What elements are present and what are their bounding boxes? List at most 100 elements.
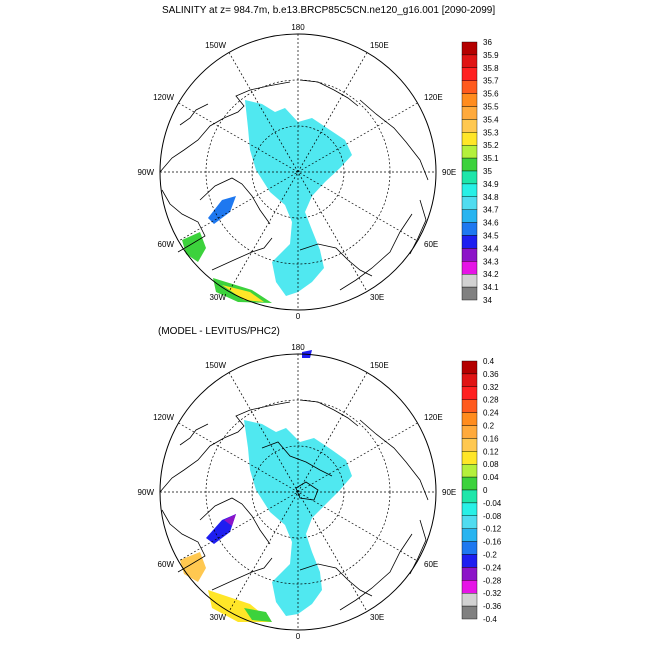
- colorbar-tick-label: 36: [483, 38, 492, 47]
- colorbar-swatch: [461, 209, 478, 223]
- colorbar-swatch: [461, 274, 478, 288]
- lon-label: 120W: [153, 413, 174, 422]
- colorbar-tick-label: -0.08: [483, 512, 502, 521]
- lon-label: 30E: [370, 293, 384, 302]
- colorbar-swatch: [461, 541, 478, 555]
- colorbar-top: 36 35.9 35.8 35.7 35.6 35.5 35.4 35.3 35.2 35.1 35…: [461, 38, 499, 305]
- colorbar-tick-label: 34.1: [483, 283, 499, 292]
- colorbar-tick-label: 0.12: [483, 447, 499, 456]
- colorbar-swatch: [461, 425, 478, 439]
- colorbar-tick-label: 0: [483, 486, 488, 495]
- ocean-field-top: [182, 100, 352, 303]
- colorbar-swatch: [461, 157, 478, 172]
- salinity-region-west: [208, 196, 236, 224]
- colorbar-swatch: [461, 183, 478, 197]
- lon-label: 120E: [424, 413, 443, 422]
- colorbar-swatch: [461, 373, 478, 387]
- colorbar-swatch: [461, 360, 478, 375]
- colorbar-swatch: [461, 399, 478, 413]
- lon-label: 60E: [424, 240, 438, 249]
- lon-label: 30E: [370, 613, 384, 622]
- colorbar-tick-label: 0.36: [483, 370, 499, 379]
- lon-label: 180: [291, 23, 305, 32]
- colorbar-tick-label: 0.28: [483, 396, 499, 405]
- colorbar-swatch: [461, 248, 478, 262]
- colorbar-tick-label: 35.7: [483, 77, 499, 86]
- colorbar-swatch: [461, 132, 478, 146]
- colorbar-tick-label: 34.6: [483, 219, 499, 228]
- colorbar-bottom: 0.4 0.36 0.32 0.28 0.24 0.2 0.16 0.12 0.08 0.04 0 -…: [461, 357, 502, 624]
- colorbar-tick-label: 35.8: [483, 64, 499, 73]
- colorbar-tick-label: -0.04: [483, 499, 502, 508]
- colorbar-swatch: [461, 286, 478, 301]
- lon-label: 180: [291, 343, 305, 352]
- colorbar-swatch: [461, 528, 478, 542]
- colorbar-swatch: [461, 451, 478, 465]
- colorbar-tick-label: -0.24: [483, 563, 502, 572]
- map-panel-bottom: 180 150E 120E 90E 60E 30E 0 30W 60W 90W …: [138, 343, 502, 641]
- lon-label: 150E: [370, 41, 389, 50]
- colorbar-tick-label: 0.04: [483, 473, 499, 482]
- difference-region-south-green: [244, 608, 272, 622]
- lon-label: 120W: [153, 93, 174, 102]
- colorbar-swatch: [461, 54, 478, 69]
- colorbar-swatch: [461, 119, 478, 133]
- colorbar-tick-label: 34.5: [483, 232, 499, 241]
- colorbar-tick-label: 0.24: [483, 409, 499, 418]
- difference-region-southwest: [180, 552, 206, 582]
- colorbar-swatch: [461, 489, 478, 504]
- lon-label: 60E: [424, 560, 438, 569]
- colorbar-tick-label: 35.1: [483, 154, 499, 163]
- salinity-region-central: [245, 100, 352, 296]
- panel-title-bottom: (MODEL - LEVITUS/PHC2): [158, 326, 280, 337]
- lon-label: 0: [296, 312, 301, 321]
- panel-title-top: SALINITY at z= 984.7m, b.e13.BRCP85C5CN.…: [162, 5, 496, 16]
- colorbar-swatch: [461, 464, 478, 478]
- lon-label: 30W: [210, 293, 227, 302]
- map-panel-top: 180 150E 120E 90E 60E 30E 0 30W 60W 90W …: [138, 23, 500, 321]
- lon-label: 60W: [158, 560, 175, 569]
- colorbar-tick-label: 34.9: [483, 180, 499, 189]
- colorbar-tick-label: -0.36: [483, 602, 502, 611]
- lon-label: 0: [296, 632, 301, 641]
- lon-label: 150E: [370, 361, 389, 370]
- colorbar-tick-label: 34.7: [483, 206, 499, 215]
- colorbar-tick-label: 35.2: [483, 141, 499, 150]
- longitude-labels-top: 180 150E 120E 90E 60E 30E 0 30W 60W 90W …: [138, 23, 457, 321]
- colorbar-swatch: [461, 261, 478, 275]
- colorbar-tick-label: 35.3: [483, 128, 499, 137]
- colorbar-swatch: [461, 593, 478, 607]
- colorbar-swatch: [461, 567, 478, 581]
- colorbar-tick-label: -0.28: [483, 576, 502, 585]
- colorbar-swatch: [461, 502, 478, 516]
- colorbar-swatch: [461, 196, 478, 210]
- colorbar-tick-label: 0.08: [483, 460, 499, 469]
- colorbar-swatch: [461, 515, 478, 529]
- colorbar-swatch: [461, 106, 478, 120]
- colorbar-tick-label: 34: [483, 296, 492, 305]
- lon-label: 150W: [205, 361, 226, 370]
- colorbar-tick-label: 34.3: [483, 257, 499, 266]
- colorbar-tick-label: 0.32: [483, 383, 499, 392]
- colorbar-swatch: [461, 554, 478, 568]
- colorbar-tick-label: 35.9: [483, 51, 499, 60]
- salinity-region-south-yellow: [222, 285, 264, 302]
- colorbar-swatch: [461, 170, 478, 185]
- colorbar-swatch: [461, 93, 478, 107]
- colorbar-tick-label: 35.4: [483, 115, 499, 124]
- colorbar-tick-label: -0.4: [483, 615, 497, 624]
- colorbar-tick-label: 34.8: [483, 193, 499, 202]
- colorbar-tick-label: 35.6: [483, 90, 499, 99]
- colorbar-tick-label: 0.16: [483, 434, 499, 443]
- colorbar-swatch: [461, 605, 478, 620]
- colorbar-tick-label: 0.2: [483, 422, 495, 431]
- colorbar-swatch: [461, 80, 478, 94]
- lon-label: 90E: [442, 168, 456, 177]
- lon-label: 90E: [442, 488, 456, 497]
- colorbar-tick-label: 34.4: [483, 244, 499, 253]
- colorbar-tick-label: -0.2: [483, 551, 497, 560]
- colorbar-swatch: [461, 144, 478, 159]
- salinity-region-southwest: [182, 232, 206, 262]
- ocean-field-bottom: [180, 350, 352, 622]
